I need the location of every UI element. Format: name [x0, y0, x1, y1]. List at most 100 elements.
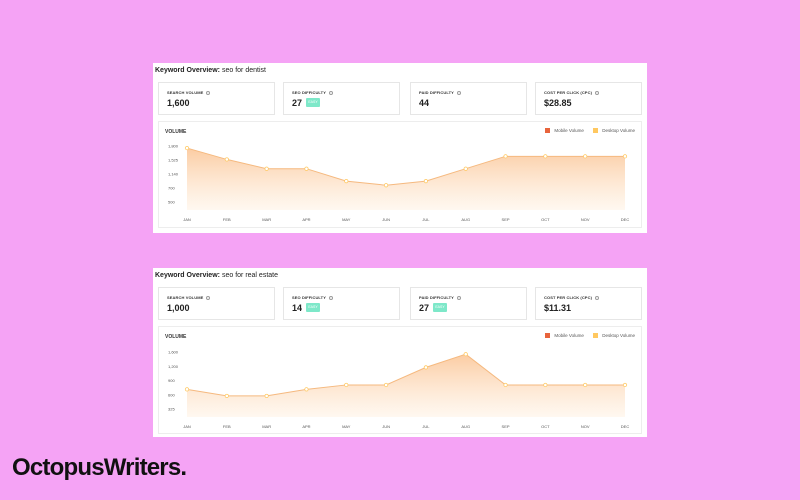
desktop-volume-line — [186, 147, 625, 186]
metric-value: $11.31 — [544, 303, 572, 313]
metric-value: 44 — [419, 98, 430, 108]
legend-swatch-desktop — [593, 333, 599, 338]
data-point — [224, 157, 229, 162]
y-tick-label: 1,200 — [168, 364, 179, 369]
x-tick-label: DEC — [621, 424, 630, 429]
metric-label: SEARCH VOLUME — [167, 90, 204, 95]
data-point — [583, 382, 588, 388]
info-circle-icon[interactable] — [456, 295, 461, 300]
legend-swatch-mobile — [545, 128, 551, 133]
keyword-overview-panel-real-estate: Keyword Overview: seo for real estate SEA… — [153, 268, 647, 437]
data-point — [184, 387, 190, 392]
metric-label: SEARCH VOLUME — [167, 295, 204, 300]
legend-swatch-mobile — [545, 333, 551, 338]
keyword-overview-panel-dentist: Keyword Overview: seo for dentist SEARCH … — [153, 63, 647, 233]
metric-value: $28.85 — [544, 98, 572, 108]
volume-chart-svg: 1,800 1,525 1,140 700 500 JAN FEB MAR APR MAY JUN J… — [168, 144, 630, 223]
x-tick-label: NOV — [581, 424, 590, 429]
metric-value: 1,600 — [167, 98, 190, 108]
x-tick-label: APR — [302, 217, 310, 222]
x-tick-label: SEP — [502, 424, 510, 429]
legend-swatch-desktop — [593, 128, 599, 133]
data-point — [383, 382, 389, 388]
data-point — [344, 178, 349, 184]
x-tick-label: JUL — [422, 217, 430, 222]
data-point — [224, 393, 229, 399]
data-point — [383, 183, 389, 188]
x-tick-label: NOV — [581, 217, 590, 222]
data-point — [264, 166, 269, 171]
metric-cpc: COST PER CLICK (CPC) $28.85 — [535, 82, 642, 115]
legend-label: Mobile Volume — [554, 333, 584, 338]
y-tick-label: 700 — [168, 186, 175, 191]
info-circle-icon[interactable] — [595, 295, 599, 300]
info-circle-icon[interactable] — [329, 295, 333, 300]
x-tick-label: JUN — [382, 217, 390, 222]
x-tick-label: MAY — [342, 217, 351, 222]
metric-label: COST PER CLICK (CPC) — [544, 90, 592, 95]
data-point — [583, 154, 588, 159]
legend-item-mobile[interactable]: Mobile Volume — [545, 333, 584, 338]
info-circle-icon[interactable] — [206, 295, 211, 300]
data-point — [304, 166, 309, 171]
metric-label: COST PER CLICK (CPC) — [544, 295, 592, 300]
x-tick-label: APR — [302, 424, 310, 429]
metric-seo-difficulty: SEO DIFFICULTY 14 EASY — [283, 287, 400, 320]
legend-item-desktop[interactable]: Desktop Volume — [593, 128, 635, 133]
legend-item-mobile[interactable]: Mobile Volume — [545, 128, 584, 133]
y-tick-label: 1,140 — [168, 172, 179, 177]
y-tick-label: 900 — [168, 378, 175, 383]
x-tick-label: MAR — [262, 424, 271, 429]
panel-title: Keyword Overview: seo for dentist — [155, 67, 266, 74]
desktop-volume-area — [187, 148, 625, 210]
data-point — [503, 154, 508, 159]
data-point — [184, 145, 190, 151]
panel-title-prefix: Keyword Overview: — [155, 272, 220, 279]
info-circle-icon[interactable] — [329, 90, 333, 95]
data-point — [463, 352, 468, 357]
x-tick-label: MAY — [342, 424, 351, 429]
x-tick-label: FEB — [223, 217, 231, 222]
chart-title: VOLUME — [165, 334, 187, 340]
legend-item-desktop[interactable]: Desktop Volume — [593, 333, 635, 338]
data-point — [503, 382, 508, 388]
legend-label: Mobile Volume — [554, 128, 584, 133]
x-tick-label: MAR — [262, 217, 271, 222]
chart-legend: Mobile Volume Desktop Volume — [537, 333, 635, 338]
info-circle-icon[interactable] — [595, 90, 599, 95]
difficulty-badge: EASY — [433, 303, 447, 312]
panel-keyword: seo for dentist — [221, 67, 266, 74]
y-tick-label: 1,600 — [168, 350, 179, 355]
info-circle-icon[interactable] — [206, 90, 211, 95]
metric-label: SEO DIFFICULTY — [292, 90, 326, 95]
x-tick-label: DEC — [621, 217, 630, 222]
difficulty-badge: EASY — [306, 98, 320, 107]
x-tick-label: JUN — [382, 424, 390, 429]
legend-label: Desktop Volume — [602, 128, 635, 133]
desktop-volume-area — [187, 354, 625, 417]
x-tick-label: AUG — [461, 217, 470, 222]
x-tick-label: OCT — [541, 217, 550, 222]
panel-title-prefix: Keyword Overview: — [155, 67, 220, 74]
x-tick-label: FEB — [223, 424, 231, 429]
metric-paid-difficulty: PAID DIFFICULTY 44 — [410, 82, 527, 115]
panel-keyword: seo for real estate — [221, 272, 278, 279]
y-tick-label: 600 — [168, 392, 175, 397]
legend-label: Desktop Volume — [602, 333, 635, 338]
info-circle-icon[interactable] — [456, 90, 461, 95]
metric-label: PAID DIFFICULTY — [419, 90, 454, 95]
y-tick-label: 1,525 — [168, 158, 179, 163]
volume-chart: VOLUME Mobile Volume Desktop Volume 1,60… — [158, 326, 642, 434]
x-tick-label: JUL — [422, 424, 430, 429]
panel-title: Keyword Overview: seo for real estate — [155, 272, 278, 279]
metric-label: SEO DIFFICULTY — [292, 295, 326, 300]
brand-logo: OctopusWriters. — [12, 454, 187, 481]
difficulty-badge: EASY — [306, 303, 320, 312]
data-point — [463, 166, 468, 171]
desktop-volume-line — [186, 353, 625, 397]
volume-chart-svg: 1,600 1,200 900 600 325 JAN FEB MAR APR MAY JUN JUL… — [168, 350, 630, 430]
data-point — [622, 382, 628, 388]
x-tick-label: OCT — [541, 424, 550, 429]
chart-legend: Mobile Volume Desktop Volume — [537, 128, 635, 133]
y-tick-label: 1,800 — [168, 144, 179, 149]
